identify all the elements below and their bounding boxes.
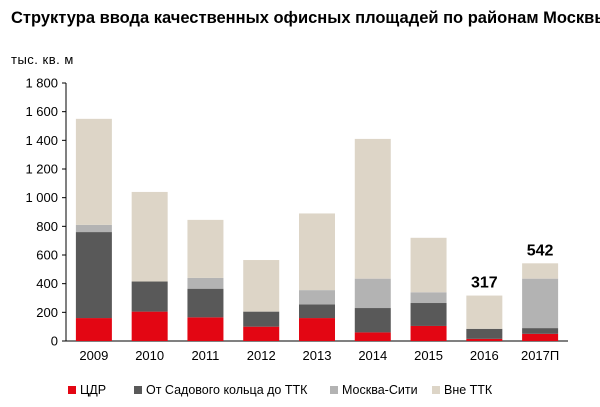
legend-item: От Садового кольца до ТТК [134, 383, 307, 397]
bar-segment [187, 277, 224, 289]
bar-segment [299, 318, 335, 341]
legend-swatch [432, 386, 440, 394]
legend-item: Москва-Сити [330, 383, 418, 397]
y-axis: 0 200 400 600 800 1 000 1 200 1 400 1 600 1 800 [25, 76, 67, 349]
x-tick-label: 2010 [135, 348, 164, 363]
y-tick-label: 1 800 [25, 76, 58, 91]
legend-swatch [330, 386, 338, 394]
annotation-group: 317 542 [471, 242, 554, 291]
bar-segment [187, 288, 224, 318]
bar-segment [354, 308, 391, 333]
bar-segment [131, 311, 168, 341]
y-tick-label: 400 [36, 276, 58, 291]
chart-title: Структура ввода качественных офисных пло… [11, 9, 600, 27]
legend-label: Москва-Сити [342, 383, 418, 397]
x-tick-label: 2016 [470, 348, 499, 363]
data-label: 317 [471, 275, 498, 292]
bar-group [75, 118, 559, 341]
legend-item: ЦДР [68, 383, 106, 397]
y-tick-label: 1 200 [25, 162, 58, 177]
bar-segment [243, 311, 280, 327]
bar-segment [354, 332, 391, 341]
y-tick-label: 800 [36, 219, 58, 234]
legend-swatch [68, 386, 76, 394]
bar-segment [75, 232, 112, 319]
x-axis: 2009 2010 2011 2012 2013 2014 2015 2016 2017П [66, 340, 568, 363]
bar-segment [410, 303, 447, 326]
legend-label: ЦДР [80, 383, 107, 397]
x-tick-label: 2013 [303, 348, 332, 363]
bar-segment [299, 213, 335, 291]
y-tick-label: 200 [36, 305, 58, 320]
bar-segment [466, 295, 503, 329]
x-tick-label: 2017П [521, 348, 559, 363]
legend-label: Вне ТТК [444, 383, 493, 397]
x-tick-label: 2009 [79, 348, 108, 363]
bar-segment [354, 278, 391, 309]
data-label: 542 [527, 242, 554, 259]
bar-segment [410, 325, 447, 341]
bar-segment [243, 326, 280, 341]
bar-segment [522, 333, 559, 341]
x-tick-label: 2012 [247, 348, 276, 363]
y-tick-label: 1 600 [25, 104, 58, 119]
bar-segment [75, 224, 112, 233]
bar-segment [522, 328, 559, 334]
y-tick-label: 1 000 [25, 190, 58, 205]
bar-segment [131, 191, 168, 282]
bar-segment [75, 118, 112, 225]
legend: ЦДР От Садового кольца до ТТК Москва-Сити В… [0, 383, 600, 403]
bar-segment [187, 219, 224, 278]
legend-swatch [134, 386, 142, 394]
bar-segment [299, 304, 335, 319]
bar-segment [466, 328, 503, 339]
y-tick-label: 0 [51, 334, 58, 349]
x-tick-label: 2011 [191, 348, 219, 363]
y-tick-label: 1 400 [25, 133, 58, 148]
y-tick-label: 600 [36, 248, 58, 263]
bar-segment [75, 318, 112, 341]
bar-segment [187, 317, 224, 341]
bar-segment [410, 237, 447, 293]
bar-segment [410, 292, 447, 304]
x-tick-label: 2014 [358, 348, 387, 363]
x-tick-label: 2015 [414, 348, 443, 363]
bar-segment [354, 138, 391, 279]
bar-segment [466, 338, 503, 341]
y-axis-unit-label: тыс. кв. м [11, 52, 74, 67]
legend-item: Вне ТТК [432, 383, 492, 397]
bar-segment [131, 281, 168, 312]
bar-segment [522, 278, 559, 329]
legend-label: От Садового кольца до ТТК [146, 383, 308, 397]
bar-segment [522, 263, 559, 279]
bar-segment [299, 290, 335, 305]
bar-segment [243, 260, 280, 312]
